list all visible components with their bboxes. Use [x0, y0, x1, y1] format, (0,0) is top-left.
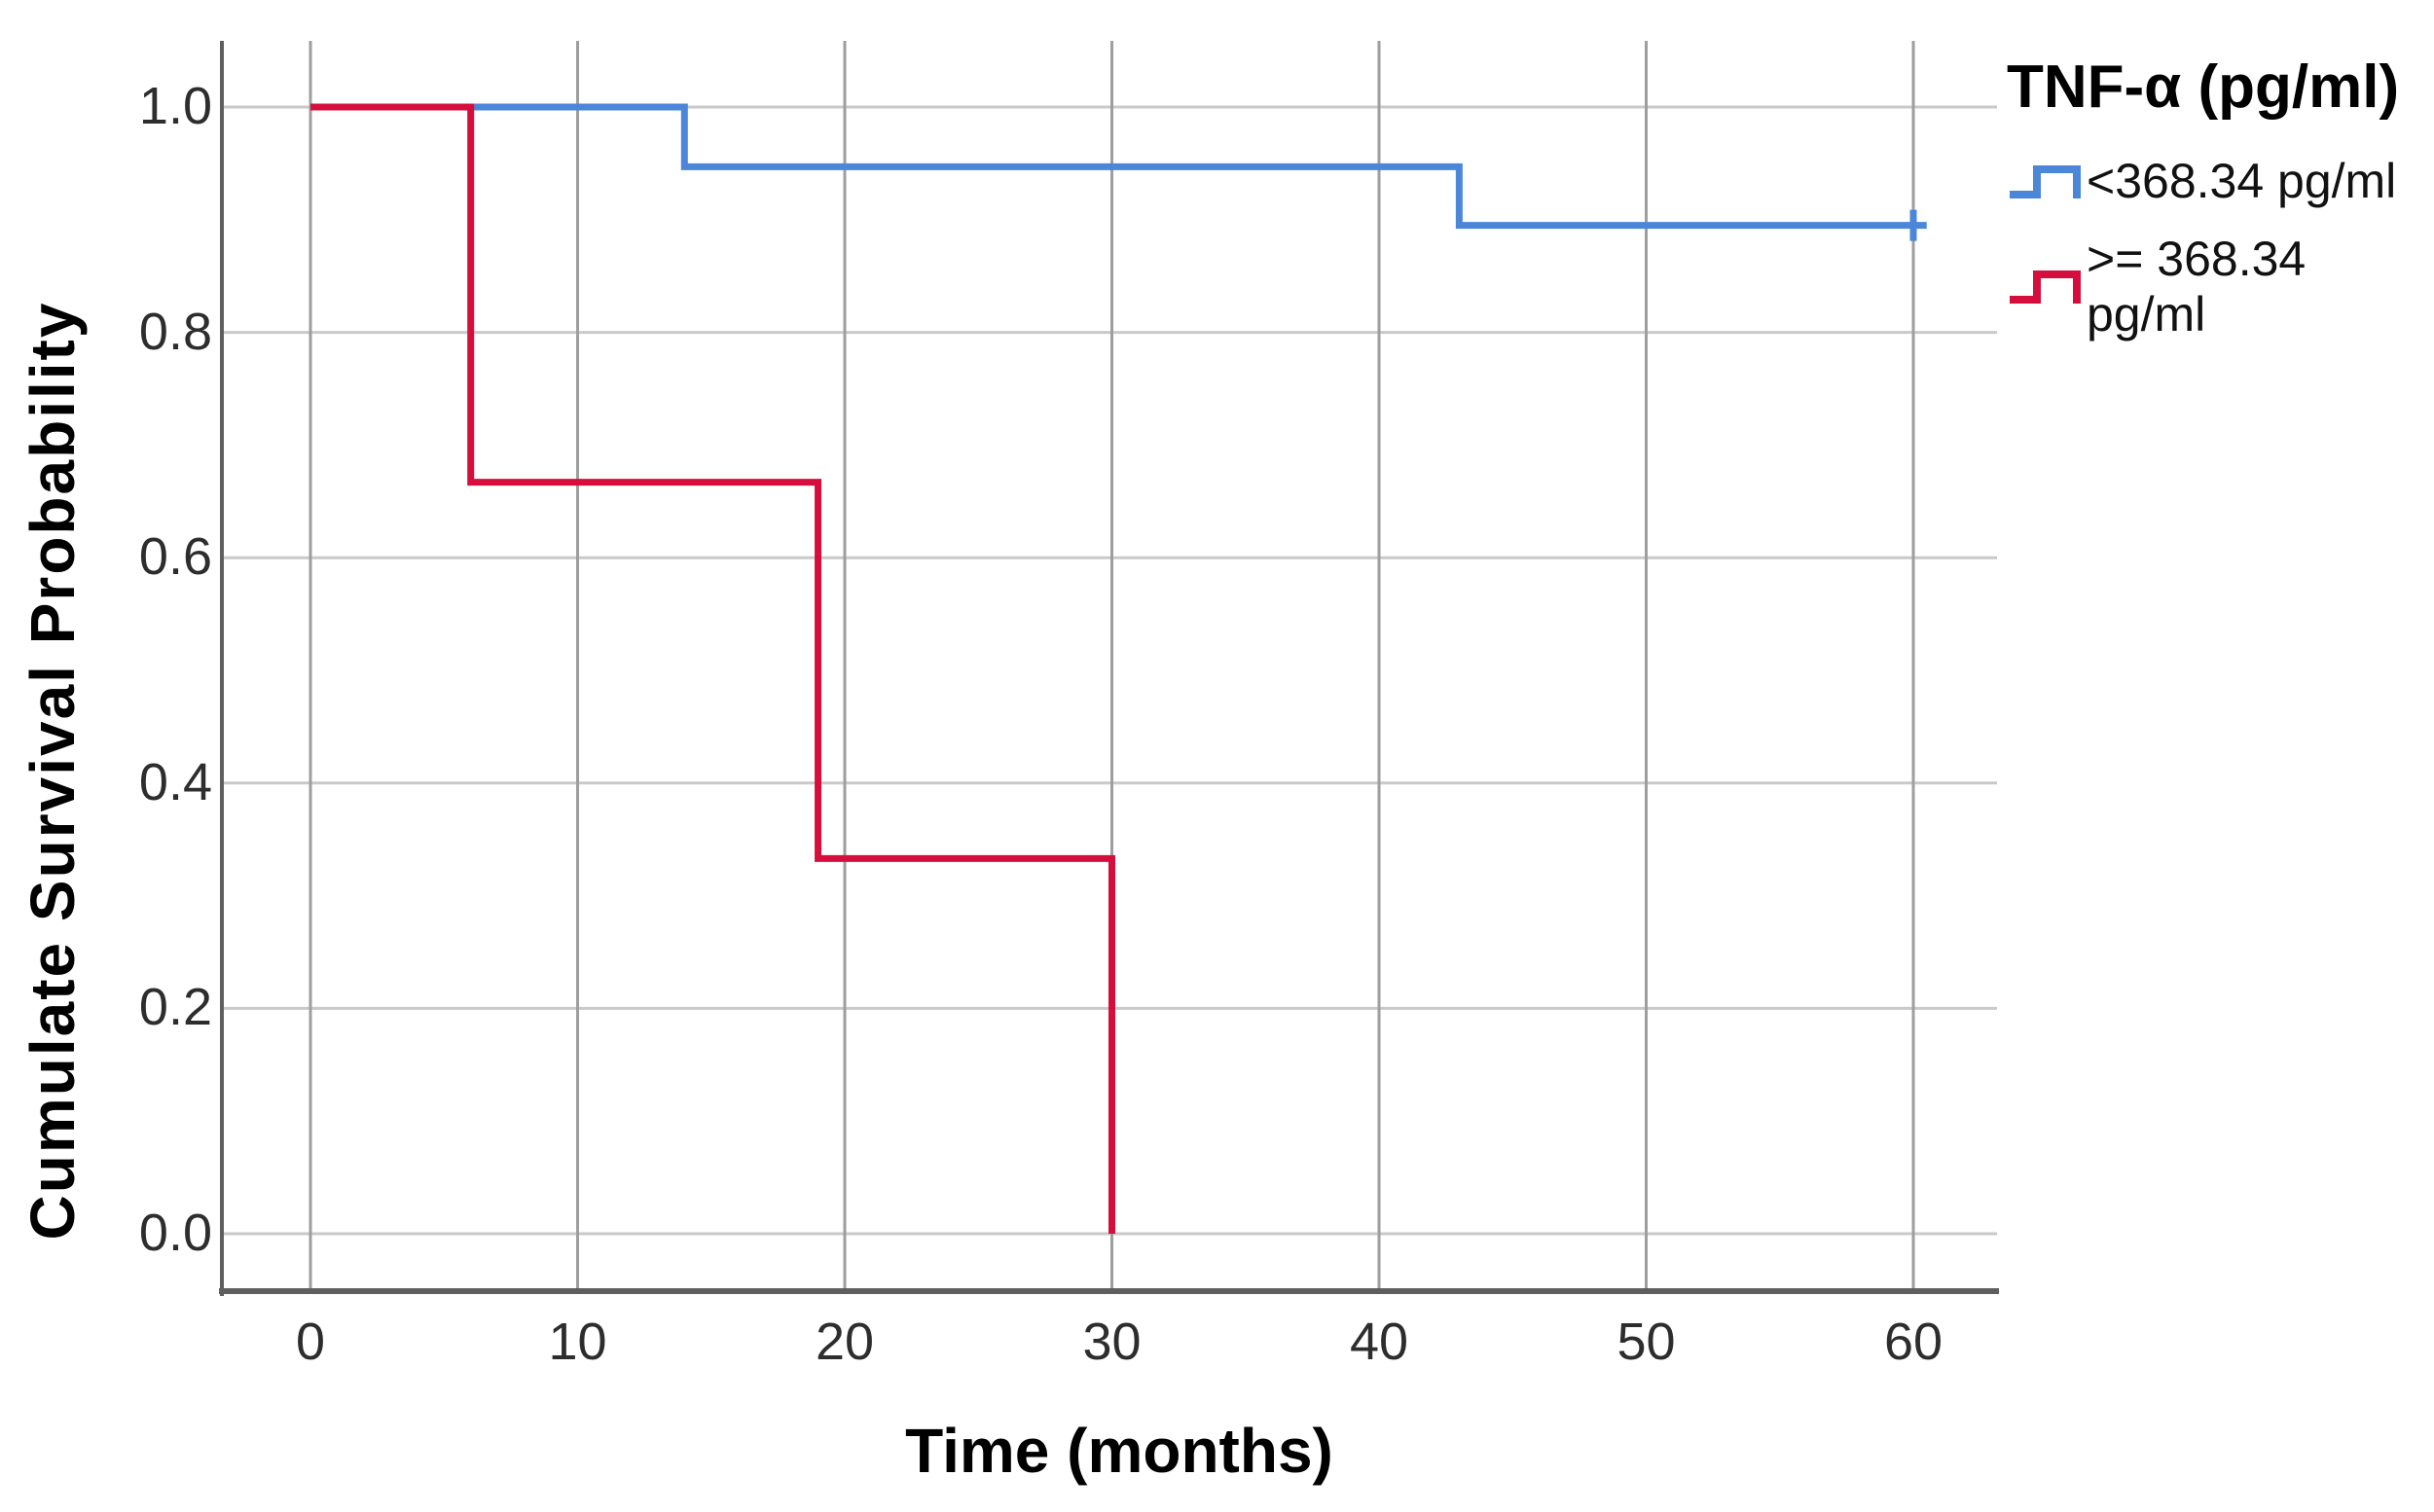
legend-item-label: >= 368.34 pg/ml: [2087, 231, 2307, 342]
survival-curve: [310, 103, 1927, 230]
legend-items: <368.34 pg/ml >= 368.34 pg/ml: [2007, 154, 2425, 343]
y-tick-label: 0.4: [138, 752, 212, 811]
x-tick-label: 30: [1082, 1313, 1142, 1371]
legend: TNF-α (pg/ml) <368.34 pg/ml >= 368.34 pg/…: [2007, 54, 2425, 365]
legend-item: <368.34 pg/ml: [2007, 154, 2425, 210]
survival-curve: [310, 103, 1115, 1234]
y-tick-label: 0.8: [138, 302, 212, 361]
y-tick-label: 0.2: [138, 978, 212, 1037]
legend-line-symbol: [2010, 270, 2081, 305]
legend-item-label: <368.34 pg/ml: [2087, 154, 2397, 209]
x-tick-label: 0: [295, 1313, 326, 1371]
y-tick-label: 0.0: [138, 1203, 212, 1262]
x-tick-label: 50: [1617, 1313, 1676, 1371]
x-axis-title: Time (months): [905, 1416, 1333, 1486]
y-axis-title: Cumulate Survival Probability: [18, 301, 88, 1241]
legend-line-symbol: [2010, 164, 2081, 198]
legend-item: >= 368.34 pg/ml: [2007, 232, 2425, 343]
x-tick-label: 60: [1883, 1313, 1944, 1371]
y-tick-label: 1.0: [138, 76, 212, 135]
x-tick-label: 40: [1349, 1313, 1409, 1371]
y-tick-label: 0.6: [138, 527, 212, 587]
x-tick-label: 10: [548, 1313, 607, 1371]
legend-title: TNF-α (pg/ml): [2007, 54, 2400, 121]
x-tick-label: 20: [815, 1313, 875, 1371]
